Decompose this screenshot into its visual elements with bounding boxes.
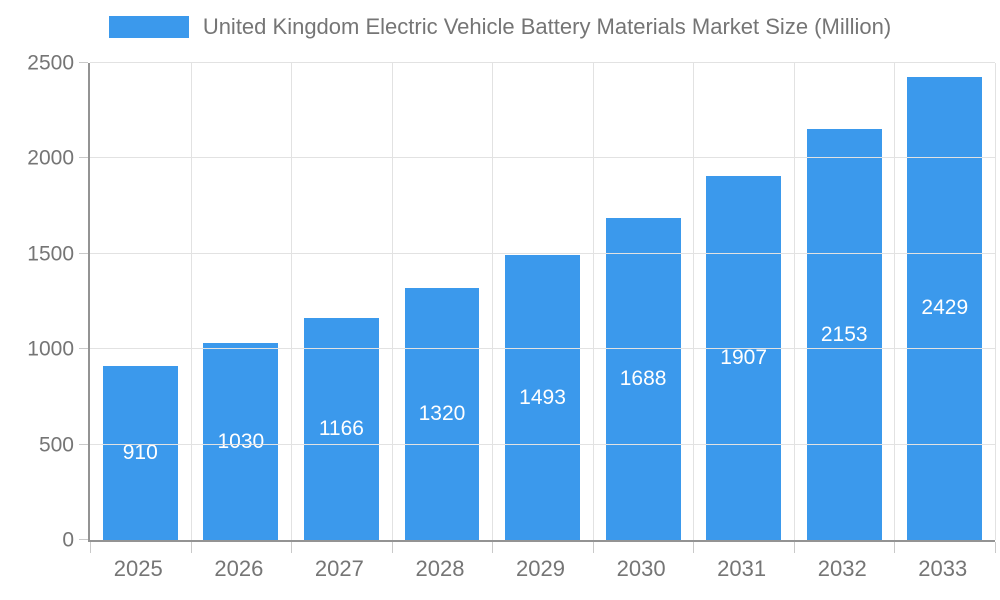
y-tick-label: 1000 [27,337,74,361]
legend-label[interactable]: United Kingdom Electric Vehicle Battery … [202,14,892,39]
y-axis-tick [79,539,88,540]
bar-column: 2153 [794,63,895,540]
plot-area: 910 1030 1166 1320 1493 1688 1907 2153 2429 [79,62,996,553]
gridline-vertical [592,63,594,540]
bar-value-label: 2429 [921,296,969,320]
bar-column: 1907 [693,63,794,540]
bar-value-label: 1907 [720,346,768,370]
bar[interactable]: 1166 [303,317,379,540]
x-axis-tick [793,542,795,553]
x-axis-tick [693,542,695,553]
legend-swatch[interactable] [108,16,189,38]
bar[interactable]: 1907 [706,176,782,540]
y-axis-tick [79,252,88,254]
y-tick-label: 500 [38,433,74,457]
x-axis-labels: 2025 2026 2027 2028 2029 2030 2031 2032 2033 [88,556,993,582]
y-tick-label: 0 [62,528,74,552]
bar-column: 1688 [593,63,694,540]
x-axis-label: 2028 [415,556,465,581]
gridline-vertical [793,63,795,540]
chart-legend: United Kingdom Electric Vehicle Battery … [0,14,1000,40]
bar[interactable]: 1030 [203,343,279,540]
bar-value-label: 1688 [619,366,667,390]
x-axis-tick [190,542,192,553]
y-axis-labels: 0 500 1000 1500 2000 2500 [0,53,74,551]
bars: 910 1030 1166 1320 1493 1688 1907 2153 2429 [90,63,995,540]
x-axis-tick [894,542,896,553]
x-axis-label: 2029 [516,556,565,581]
y-axis-tick [79,157,88,159]
y-tick-label: 2000 [27,146,74,170]
bar-column: 1493 [492,63,593,540]
y-tick-label: 1500 [27,242,74,266]
x-axis-label: 2033 [918,556,968,581]
x-axis-tick [90,542,91,553]
y-tick-label: 2500 [27,51,74,75]
gridline-horizontal [90,62,995,63]
bar[interactable]: 1320 [404,288,480,540]
bar[interactable]: 2429 [907,76,983,540]
x-axis-label: 2025 [113,556,163,581]
bar[interactable]: 1493 [505,255,580,540]
bar-value-label: 1166 [318,416,364,440]
gridline-vertical [693,63,695,540]
bar-value-label: 1320 [418,402,466,426]
bar[interactable]: 1688 [605,217,681,540]
gridline-horizontal [90,348,995,350]
bar-value-label: 910 [122,441,158,465]
bar-column: 1166 [291,63,392,540]
bar-value-label: 2153 [820,322,868,346]
bar-column: 1030 [191,63,292,540]
x-axis-label: 2027 [314,556,364,581]
x-axis-tick [592,542,594,553]
x-axis-tick [995,542,996,553]
x-axis-label: 2026 [214,556,264,581]
y-axis-tick [79,348,88,350]
x-axis-tick [291,542,293,553]
gridline-horizontal [90,157,995,159]
bar-column: 2429 [895,63,996,540]
gridline-vertical [291,63,293,540]
gridline-horizontal [90,443,995,445]
bar-column: 910 [90,63,191,540]
y-axis-tick [79,62,88,63]
bar-value-label: 1030 [217,429,265,453]
gridline-horizontal [90,252,995,254]
gridline-vertical [391,63,393,540]
bar-value-label: 1493 [519,385,566,409]
gridline-vertical [894,63,896,540]
x-axis-label: 2031 [717,556,767,581]
gridline-vertical [995,63,996,540]
bar-column: 1320 [392,63,493,540]
gridline-vertical [190,63,192,540]
x-axis-tick [492,542,494,553]
gridline-vertical [492,63,494,540]
y-axis-tick [79,443,88,445]
x-axis-tick [391,542,393,553]
bar[interactable]: 2153 [806,129,882,540]
bar[interactable]: 910 [102,366,178,540]
x-axis-label: 2032 [817,556,867,581]
x-axis-label: 2030 [616,556,666,581]
